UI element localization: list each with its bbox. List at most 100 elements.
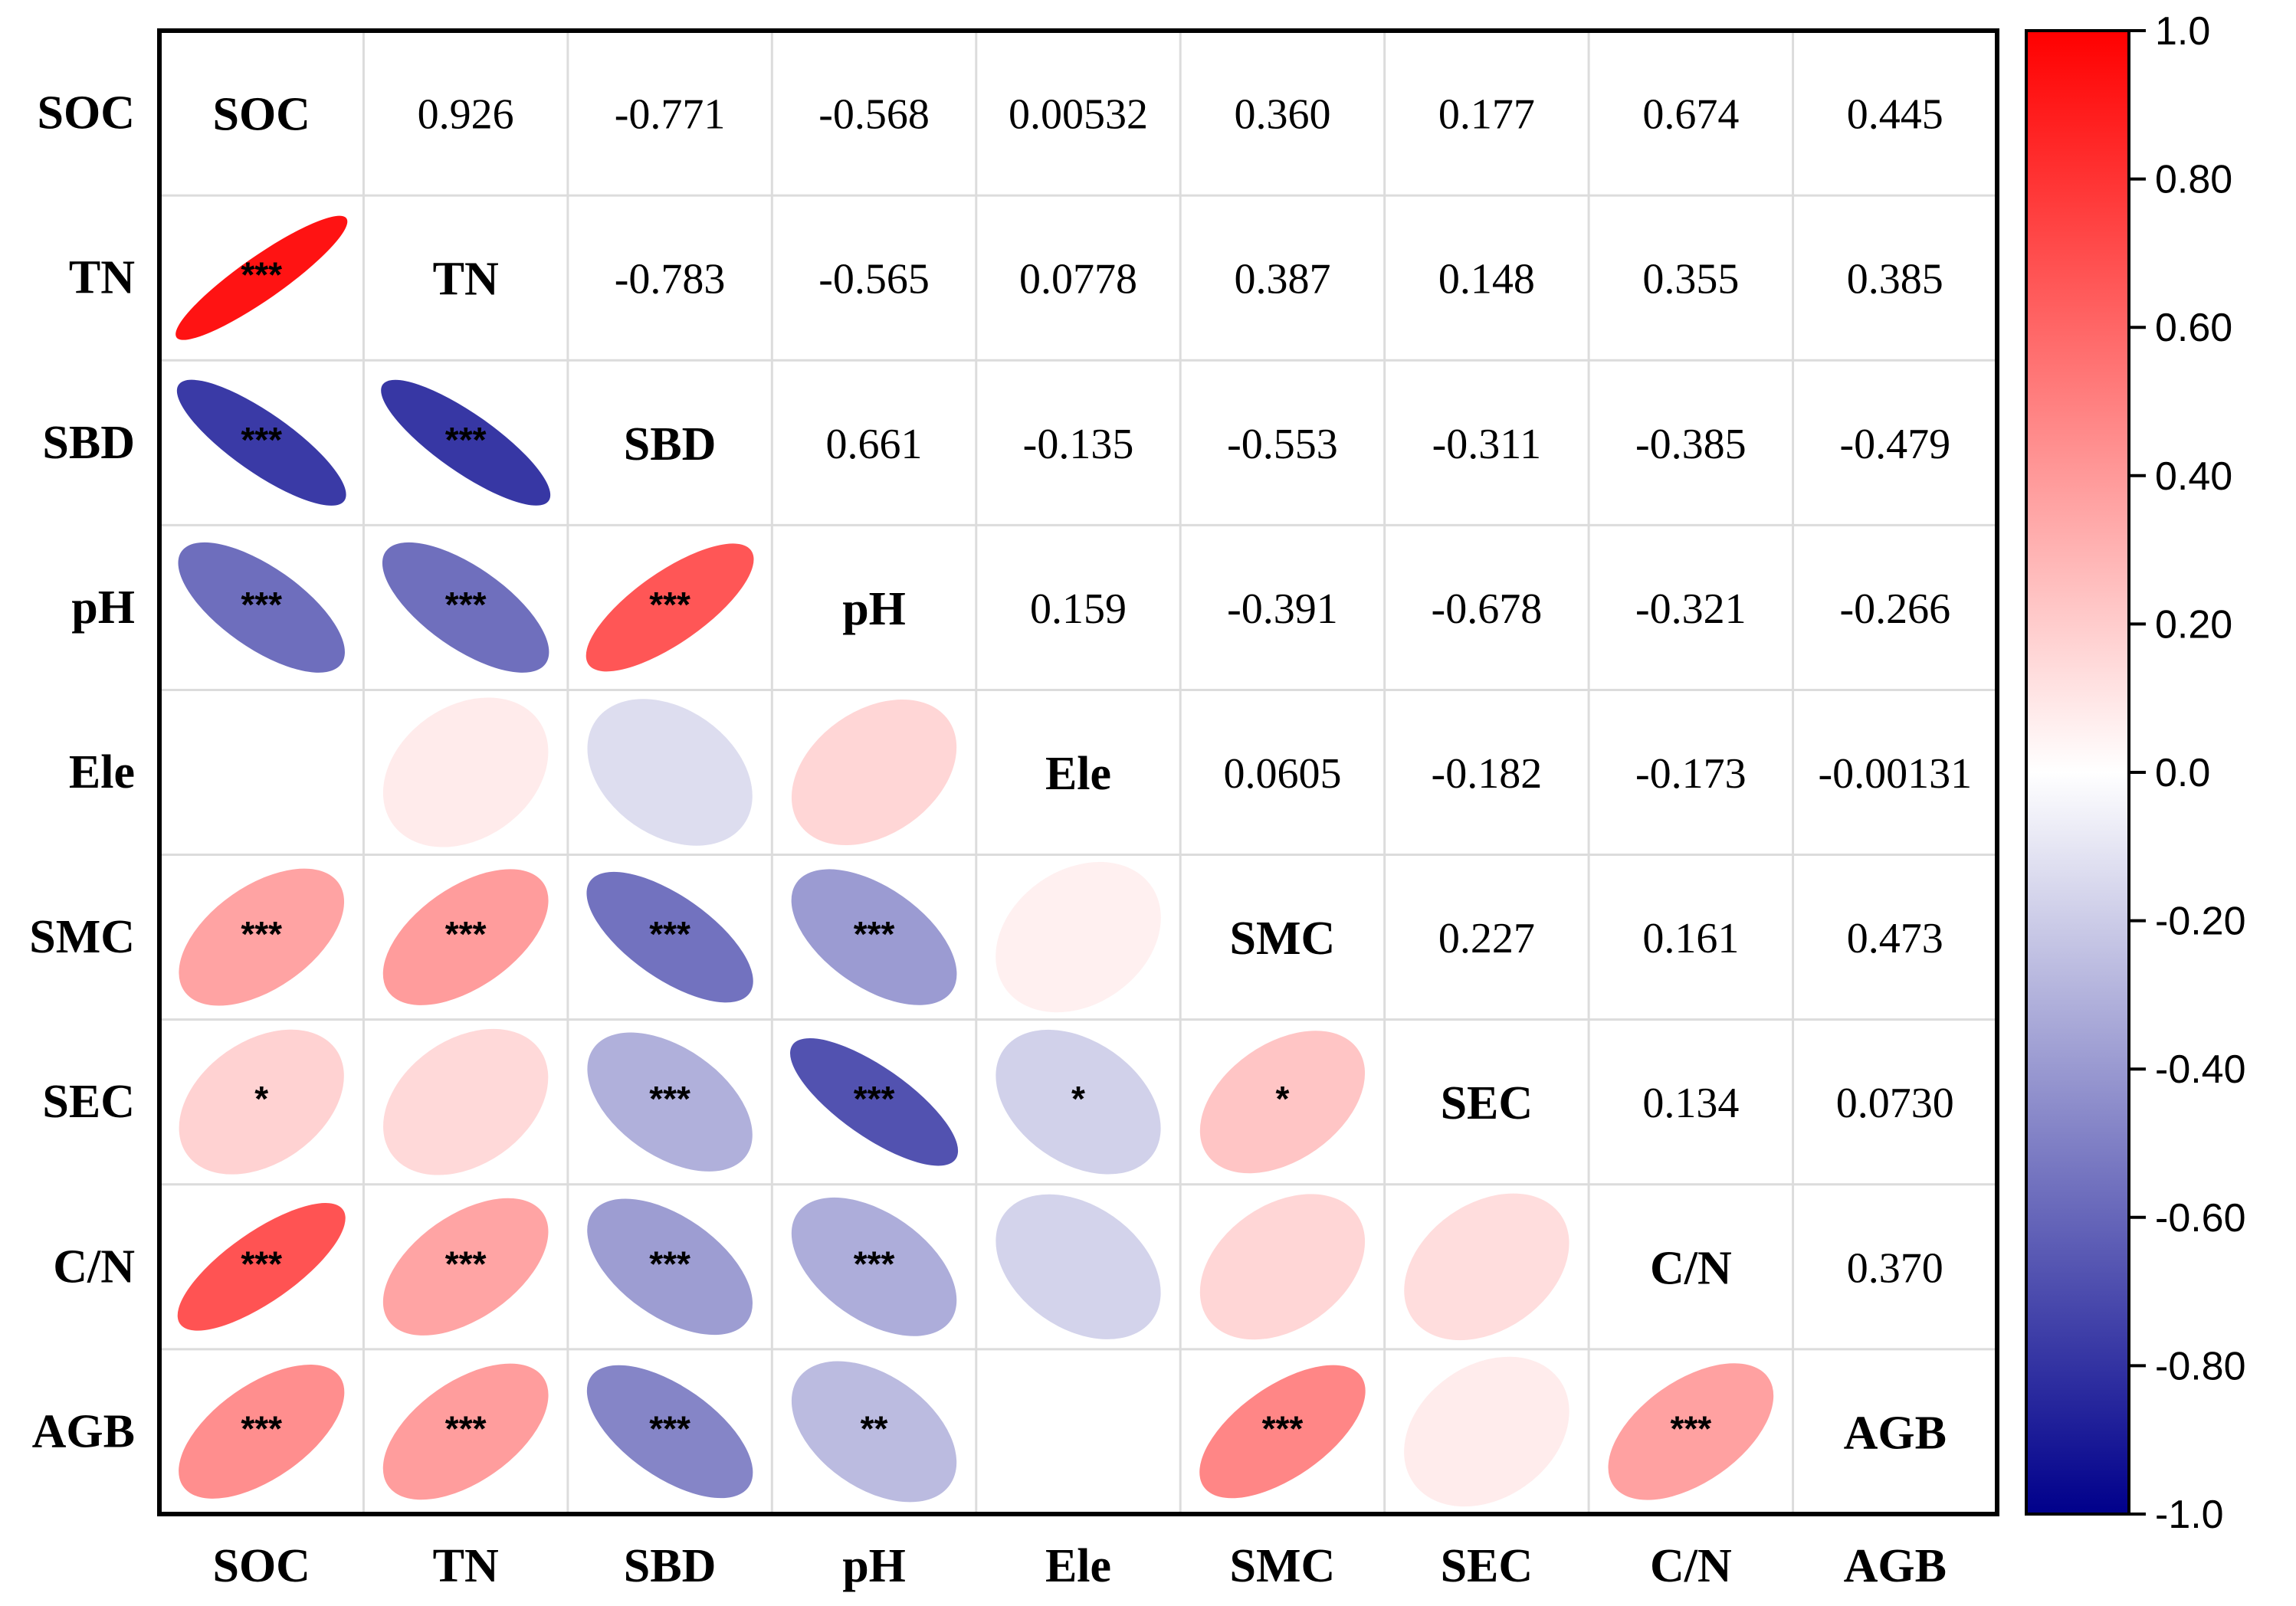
coefficient-label: -0.266: [1839, 585, 1950, 633]
significance-marker: ***: [649, 1079, 690, 1119]
row-label-ele: Ele: [69, 746, 135, 798]
column-label-ph: pH: [842, 1540, 906, 1592]
diagonal-label-ele: Ele: [1045, 748, 1111, 800]
coefficient-label: 0.0605: [1223, 750, 1341, 798]
coefficient-label: -0.565: [818, 256, 930, 303]
correlation-ellipse: [1199, 1031, 1366, 1174]
correlation-ellipse: [382, 869, 549, 1005]
column-label-smc: SMC: [1230, 1540, 1336, 1592]
column-label-sbd: SBD: [624, 1540, 717, 1592]
row-label-tn: TN: [69, 252, 135, 304]
correlation-ellipse: [176, 379, 346, 506]
correlation-ellipse: [995, 1194, 1161, 1339]
diagonal-label-tn: TN: [433, 254, 499, 306]
correlation-ellipse: [995, 1029, 1161, 1175]
correlation-ellipse: [995, 861, 1161, 1013]
coefficient-label: 0.134: [1642, 1080, 1739, 1127]
coefficient-label: 0.473: [1847, 915, 1943, 962]
coefficient-label: 0.355: [1642, 256, 1739, 303]
coefficient-label: 0.0778: [1019, 256, 1137, 303]
correlation-ellipse: [1608, 1363, 1774, 1500]
coefficient-label: -0.553: [1227, 421, 1338, 468]
correlation-ellipse: [175, 215, 348, 340]
correlation-ellipse: [383, 1028, 549, 1175]
row-label-sbd: SBD: [42, 417, 135, 469]
coefficient-label: -0.321: [1635, 585, 1747, 633]
colorbar-tick-label: 0.80: [2155, 158, 2232, 202]
correlation-ellipse: [791, 699, 957, 846]
significance-marker: ***: [445, 914, 487, 954]
colorbar: 1.0 0.80 0.60 0.40 0.20 0.0 -0.20 -0.40 -0.60 -0.…: [2025, 9, 2246, 1537]
correlation-ellipse: [178, 542, 345, 673]
diagonal-label-c-n: C/N: [1650, 1242, 1732, 1294]
diagonal-label-soc: SOC: [212, 89, 310, 141]
significance-marker: *: [1071, 1079, 1085, 1119]
correlation-ellipse: [585, 543, 754, 672]
coefficient-label: 0.159: [1030, 585, 1127, 633]
coefficient-label: -0.311: [1432, 421, 1542, 468]
colorbar-tick-label: -0.60: [2155, 1196, 2246, 1241]
colorbar-tick-label: -1.0: [2155, 1493, 2224, 1537]
colorbar-tick-label: 0.40: [2155, 454, 2232, 499]
plot-frame: [157, 28, 1999, 1516]
correlation-ellipse: [791, 869, 957, 1005]
coefficient-label: 0.360: [1234, 91, 1330, 139]
row-label-ph: pH: [71, 582, 135, 634]
ellipse-layer: [175, 215, 1774, 1507]
significance-marker: ***: [1670, 1408, 1711, 1448]
coefficient-label: 0.0730: [1836, 1080, 1954, 1127]
coefficient-label: -0.135: [1023, 421, 1134, 468]
significance-marker: ***: [649, 585, 690, 624]
correlation-ellipse: [586, 1365, 753, 1499]
significance-marker: ***: [1262, 1408, 1304, 1448]
correlation-ellipse: [1404, 1356, 1569, 1507]
coefficient-label: -0.479: [1839, 421, 1950, 468]
coefficient-label: -0.00131: [1818, 750, 1972, 798]
correlation-ellipse: [587, 1198, 753, 1336]
colorbar-tick-label: 1.0: [2155, 9, 2210, 54]
coefficient-label: 0.177: [1438, 91, 1535, 139]
column-label-sec: SEC: [1441, 1540, 1533, 1592]
correlation-ellipse: [382, 1363, 549, 1500]
coefficient-label: -0.391: [1227, 585, 1338, 633]
coefficient-label: -0.783: [615, 256, 726, 303]
significance-marker: ***: [445, 585, 487, 624]
row-label-agb: AGB: [32, 1405, 135, 1457]
correlation-ellipse: [177, 1203, 346, 1331]
correlation-ellipse: [179, 1365, 345, 1499]
correlation-ellipse: [1404, 1193, 1569, 1341]
correlation-ellipse: [381, 379, 551, 506]
column-label-c-n: C/N: [1650, 1540, 1732, 1592]
row-label-c-n: C/N: [53, 1241, 135, 1293]
coefficient-label: 0.661: [826, 421, 923, 468]
colorbar-tick-label: -0.80: [2155, 1344, 2246, 1388]
significance-marker: ***: [241, 585, 282, 624]
colorbar-tick-label: 0.60: [2155, 306, 2232, 350]
coefficient-label: -0.173: [1635, 750, 1747, 798]
correlation-ellipse: [587, 699, 753, 846]
correlation-ellipse: [587, 1032, 753, 1172]
correlation-ellipse: [586, 871, 753, 1003]
diagonal-label-sec: SEC: [1441, 1077, 1533, 1129]
coefficient-label: -0.678: [1432, 585, 1543, 633]
column-label-ele: Ele: [1045, 1540, 1111, 1592]
colorbar-tick-label: -0.20: [2155, 900, 2246, 944]
diagonal-label-smc: SMC: [1230, 913, 1336, 965]
significance-marker: **: [861, 1408, 888, 1448]
cell-grid: [159, 31, 1997, 1514]
coefficient-label: 0.227: [1438, 915, 1535, 962]
column-label-soc: SOC: [212, 1540, 310, 1592]
coefficient-label: 0.370: [1847, 1244, 1943, 1292]
diagonal-label-agb: AGB: [1844, 1407, 1947, 1459]
column-label-agb: AGB: [1844, 1540, 1947, 1592]
coefficient-label: 0.148: [1438, 256, 1535, 303]
colorbar-tick-label: 0.0: [2155, 751, 2210, 795]
colorbar-gradient: [2025, 29, 2130, 1516]
coefficient-label: -0.771: [615, 91, 726, 139]
column-label-tn: TN: [433, 1540, 499, 1592]
correlation-ellipse: [790, 1038, 959, 1166]
significance-marker: ***: [241, 1244, 282, 1283]
significance-marker: ***: [649, 914, 690, 954]
colorbar-ticks: 1.0 0.80 0.60 0.40 0.20 0.0 -0.20 -0.40 -0.60 -0.…: [2129, 9, 2246, 1537]
